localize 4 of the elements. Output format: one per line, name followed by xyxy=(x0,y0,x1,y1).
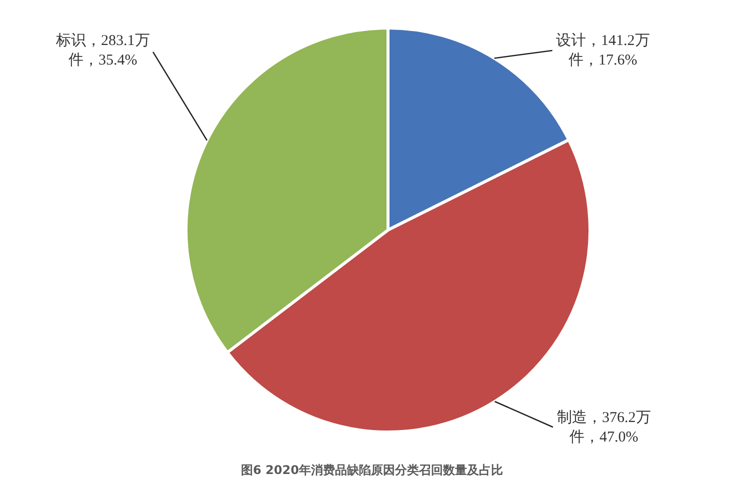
text: 图6 2020年消费品缺陷原因分类召回数量及占比 xyxy=(241,463,503,478)
slice-label: 标识，283.1万件，35.4% xyxy=(55,32,150,68)
slice-label: 制造，376.2万件，47.0% xyxy=(557,409,651,446)
slice-label: 设计，141.2万件，17.6% xyxy=(556,32,650,68)
